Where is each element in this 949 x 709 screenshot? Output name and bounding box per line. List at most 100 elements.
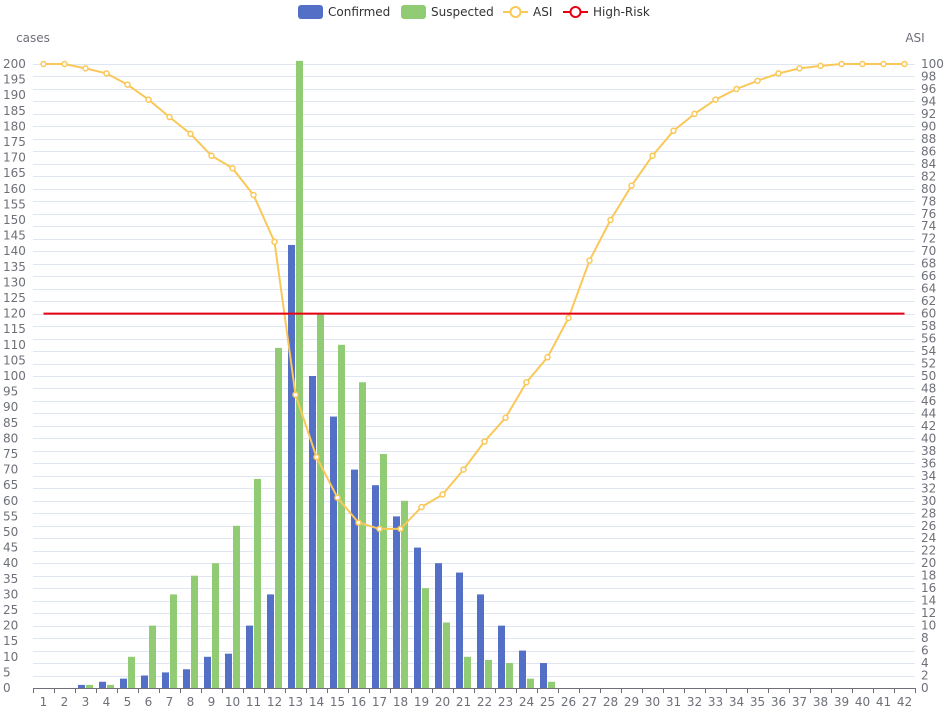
y-right-tick-label: 98 <box>921 69 936 83</box>
point-asi <box>355 519 362 526</box>
point-asi <box>271 238 278 246</box>
bar-suspected <box>233 525 240 688</box>
point-asi <box>523 378 530 386</box>
y-right-tick-label: 32 <box>921 481 936 495</box>
y-left-tick-label: 10 <box>3 650 18 664</box>
legend-swatch-confirmed <box>298 5 323 19</box>
bar-suspected <box>548 681 555 688</box>
bar-confirmed <box>540 663 547 688</box>
y-right-tick-label: 94 <box>921 94 936 108</box>
point-asi <box>40 60 47 68</box>
bar-suspected <box>296 60 303 688</box>
y-right-tick-label: 76 <box>921 207 936 221</box>
bar-suspected <box>254 478 261 688</box>
y-right-tick-label: 56 <box>921 332 936 346</box>
x-tick-label: 31 <box>666 695 681 709</box>
point-asi <box>376 525 383 533</box>
y-left-tick-label: 85 <box>3 416 18 430</box>
bar-confirmed <box>225 653 232 688</box>
y-right-tick-label: 0 <box>921 681 929 695</box>
x-tick-label: 17 <box>372 695 387 709</box>
legend-item-suspected[interactable]: Suspected <box>401 5 494 19</box>
y-left-tick-label: 125 <box>3 291 26 305</box>
x-tick-label: 30 <box>645 695 660 709</box>
point-asi <box>565 314 572 322</box>
y-left-tick-label: 110 <box>3 338 26 352</box>
y-left-tick-label: 55 <box>3 509 18 523</box>
legend-item-asi[interactable]: ASI <box>503 5 552 19</box>
x-tick-label: 35 <box>750 695 765 709</box>
point-asi <box>187 130 194 138</box>
y-right-tick-label: 34 <box>921 469 936 483</box>
y-left-tick-label: 5 <box>3 665 11 679</box>
x-tick-label: 42 <box>897 695 912 709</box>
x-tick-label: 15 <box>330 695 345 709</box>
x-tick-label: 22 <box>477 695 492 709</box>
y-left-tick-label: 20 <box>3 619 18 633</box>
bar-confirmed <box>162 672 169 688</box>
y-right-tick-label: 36 <box>921 456 936 470</box>
y-right-tick-label: 2 <box>921 669 929 683</box>
point-asi <box>481 438 488 445</box>
y-left-tick-label: 195 <box>3 73 26 87</box>
y-right-tick-label: 88 <box>921 132 936 146</box>
x-tick-label: 9 <box>208 695 216 709</box>
y-left-tick-label: 90 <box>3 400 18 414</box>
bar-confirmed <box>498 625 505 688</box>
y-left-tick-label: 70 <box>3 463 18 477</box>
x-tick-label: 29 <box>624 695 639 709</box>
x-tick-label: 28 <box>603 695 618 709</box>
x-tick-label: 13 <box>288 695 303 709</box>
x-tick-label: 16 <box>351 695 366 709</box>
y-left-tick-label: 15 <box>3 634 18 648</box>
y-left-tick-label: 180 <box>3 119 26 133</box>
x-tick-label: 1 <box>40 695 48 709</box>
bar-suspected <box>380 454 387 688</box>
x-tick-label: 5 <box>124 695 132 709</box>
y-left-tick-label: 165 <box>3 166 26 180</box>
bar-suspected <box>527 678 534 688</box>
y-right-tick-label: 50 <box>921 369 936 383</box>
point-asi <box>61 60 68 68</box>
x-tick-label: 14 <box>309 695 324 709</box>
point-asi <box>103 70 110 77</box>
y-right-tick-label: 86 <box>921 144 936 158</box>
y-right-tick-label: 8 <box>921 631 929 645</box>
legend-item-high-risk[interactable]: High-Risk <box>563 5 650 19</box>
y-right-tick-label: 70 <box>921 244 936 258</box>
bar-suspected <box>107 684 114 688</box>
y-right-tick-label: 28 <box>921 506 936 520</box>
y-left-tick-label: 150 <box>3 213 26 227</box>
bar-confirmed <box>351 469 358 688</box>
y-left-tick-label: 160 <box>3 182 26 196</box>
point-asi <box>397 525 404 533</box>
legend-label-asi: ASI <box>533 5 552 19</box>
y-right-tick-label: 84 <box>921 157 936 171</box>
point-asi <box>229 164 236 172</box>
point-asi <box>859 60 866 68</box>
legend[interactable]: Confirmed Suspected ASI High-Risk <box>298 5 650 19</box>
bar-suspected <box>317 313 324 688</box>
legend-marker-high-risk <box>569 6 582 18</box>
y-right-tick-label: 96 <box>921 82 936 96</box>
y-right-tick-label: 66 <box>921 269 936 283</box>
y-right-tick-label: 64 <box>921 282 936 296</box>
grid <box>33 64 915 677</box>
y-right-tick-label: 74 <box>921 219 936 233</box>
legend-label-confirmed: Confirmed <box>328 5 390 19</box>
bar-confirmed <box>99 681 106 688</box>
y-left-tick-label: 60 <box>3 494 18 508</box>
bar-suspected <box>443 622 450 688</box>
bar-confirmed <box>435 563 442 688</box>
legend-label-high-risk: High-Risk <box>593 5 650 19</box>
x-tick-label: 10 <box>225 695 240 709</box>
y-left-tick-label: 30 <box>3 587 18 601</box>
x-tick-label: 19 <box>414 695 429 709</box>
bar-confirmed <box>309 376 316 688</box>
legend-item-confirmed[interactable]: Confirmed <box>298 5 390 19</box>
y-left-tick-label: 50 <box>3 525 18 539</box>
y-right-tick-label: 60 <box>921 307 936 321</box>
x-tick-label: 4 <box>103 695 111 709</box>
